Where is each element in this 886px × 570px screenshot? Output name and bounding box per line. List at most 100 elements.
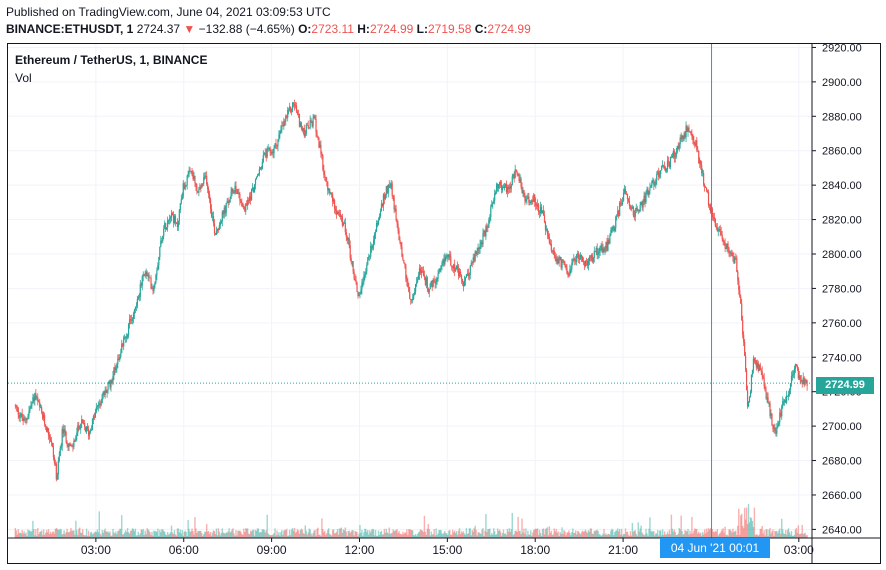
volume-bar xyxy=(276,530,278,538)
candle-body xyxy=(540,206,543,214)
candle-body xyxy=(438,271,440,274)
candle-body xyxy=(324,174,326,178)
candle-body xyxy=(785,399,787,403)
candle-body xyxy=(791,374,794,376)
volume-bar xyxy=(176,528,179,538)
volume-bar xyxy=(201,533,203,538)
volume-bar xyxy=(396,529,398,538)
volume-bar xyxy=(350,531,352,538)
candle-body xyxy=(549,243,551,245)
volume-bar xyxy=(234,535,236,538)
candle-body xyxy=(100,403,102,406)
volume-bar xyxy=(547,535,550,538)
candle-body xyxy=(630,207,632,209)
candle-body xyxy=(240,200,242,204)
candle-body xyxy=(456,265,459,269)
volume-bar xyxy=(767,535,769,538)
volume-bar xyxy=(92,533,95,538)
candle-body xyxy=(443,259,445,265)
candle-body xyxy=(331,192,333,195)
candle-body xyxy=(410,298,412,300)
volume-bar xyxy=(73,530,75,538)
volume-bar xyxy=(205,531,207,538)
candle-body xyxy=(216,228,219,232)
candle-body xyxy=(374,231,377,234)
candle-body xyxy=(422,271,425,276)
volume-bar xyxy=(606,535,608,538)
candle-body xyxy=(662,165,665,167)
candle-body xyxy=(696,140,698,150)
volume-bar xyxy=(761,526,763,538)
candle-body xyxy=(428,289,430,293)
volume-bar xyxy=(523,528,525,538)
candle-body xyxy=(87,429,90,436)
candle-body xyxy=(761,371,763,376)
volume-bar xyxy=(737,525,739,538)
candle-body xyxy=(405,264,407,279)
volume-bar xyxy=(610,530,612,538)
candle-body xyxy=(708,204,711,206)
volume-bar xyxy=(616,530,618,538)
volume-bar xyxy=(113,532,115,538)
price-tick-label: 2820.00 xyxy=(822,215,862,227)
candle-body xyxy=(152,287,154,291)
volume-bar xyxy=(442,534,444,538)
candle-body xyxy=(802,377,804,385)
volume-bar xyxy=(578,533,581,538)
volume-bar xyxy=(691,516,693,538)
candle-body xyxy=(337,212,340,214)
candle-body xyxy=(685,125,687,138)
candle-body xyxy=(234,186,236,193)
volume-bar xyxy=(237,530,239,538)
candle-body xyxy=(664,168,667,171)
volume-bar xyxy=(524,533,526,538)
candle-body xyxy=(385,186,387,195)
volume-bar xyxy=(486,531,488,538)
volume-bar xyxy=(511,512,513,538)
candle-body xyxy=(668,162,671,168)
candle-body xyxy=(426,277,428,288)
volume-bar xyxy=(596,529,598,538)
volume-bar xyxy=(600,535,602,538)
volume-bar xyxy=(586,533,589,538)
volume-bar xyxy=(565,535,567,538)
candle-body xyxy=(168,218,171,220)
volume-bar xyxy=(513,533,515,538)
volume-bar xyxy=(328,528,330,538)
volume-bar xyxy=(659,530,662,538)
low-label: L: xyxy=(416,22,428,36)
candle-body xyxy=(772,425,774,429)
candle-body xyxy=(166,227,168,230)
volume-bar xyxy=(490,535,492,538)
volume-bar xyxy=(561,527,563,538)
volume-bar xyxy=(267,533,269,538)
candle-body xyxy=(781,406,783,417)
candle-body xyxy=(600,245,602,247)
candle-body xyxy=(360,289,362,294)
volume-bar xyxy=(503,533,506,538)
volume-bar xyxy=(262,529,265,538)
candle-body xyxy=(597,253,599,255)
candle-body xyxy=(202,183,204,185)
candle-body xyxy=(598,251,600,254)
candle-body xyxy=(17,407,19,415)
volume-bar xyxy=(505,535,508,538)
volume-bar xyxy=(731,532,733,538)
candle-body xyxy=(86,426,89,430)
volume-bar xyxy=(672,531,675,538)
candle-body xyxy=(650,186,652,188)
candle-body xyxy=(677,145,679,150)
volume-bar xyxy=(115,531,117,538)
time-tick-label: 12:00 xyxy=(344,543,374,557)
candle-body xyxy=(89,430,92,432)
candle-body xyxy=(260,167,262,169)
volume-bar xyxy=(494,534,497,538)
volume-bar xyxy=(544,529,547,538)
low-value: 2719.58 xyxy=(428,22,472,36)
volume-bar xyxy=(693,530,695,538)
volume-bar xyxy=(314,529,316,538)
volume-bar xyxy=(186,535,188,538)
candle-body xyxy=(659,174,661,178)
price-axis[interactable]: 2640.002660.002680.002700.002720.002740.… xyxy=(811,42,862,564)
